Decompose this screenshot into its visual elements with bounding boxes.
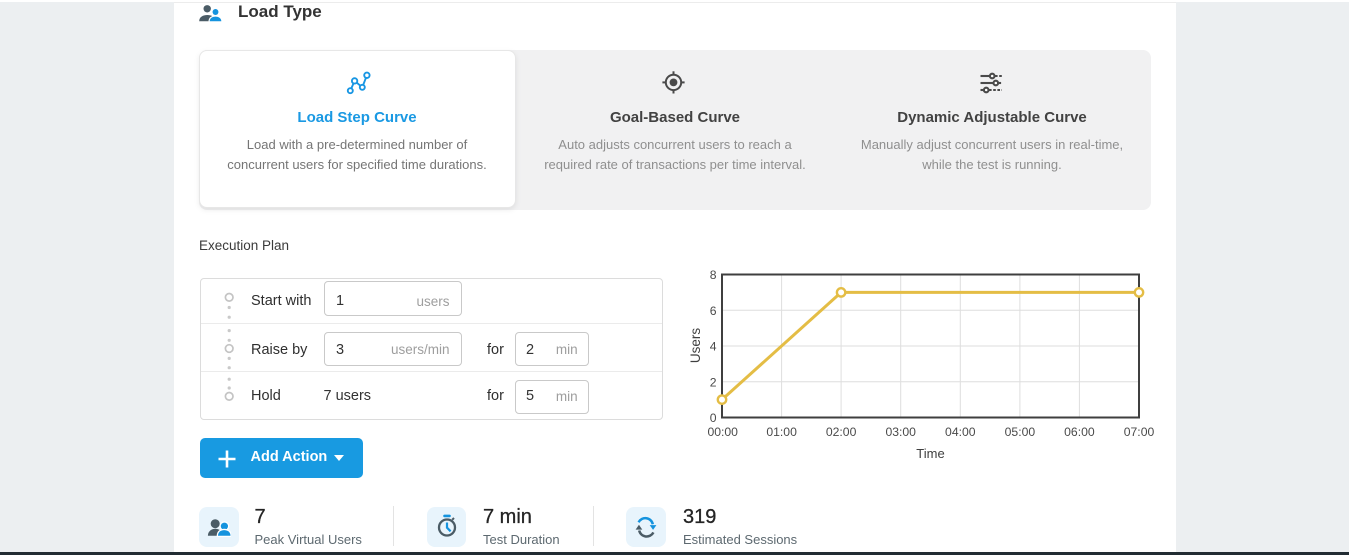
svg-text:2: 2 [710,375,717,389]
svg-text:07:00: 07:00 [1124,425,1155,439]
svg-text:Time: Time [916,446,944,461]
svg-text:Users: Users [688,328,703,364]
svg-text:4: 4 [710,340,717,354]
svg-text:0: 0 [710,411,717,425]
svg-text:8: 8 [710,268,717,282]
svg-text:00:00: 00:00 [707,425,738,439]
svg-text:01:00: 01:00 [766,425,797,439]
svg-text:02:00: 02:00 [826,425,857,439]
svg-text:05:00: 05:00 [1005,425,1036,439]
svg-text:6: 6 [710,304,717,318]
svg-text:03:00: 03:00 [885,425,916,439]
svg-text:06:00: 06:00 [1064,425,1095,439]
svg-text:04:00: 04:00 [945,425,976,439]
